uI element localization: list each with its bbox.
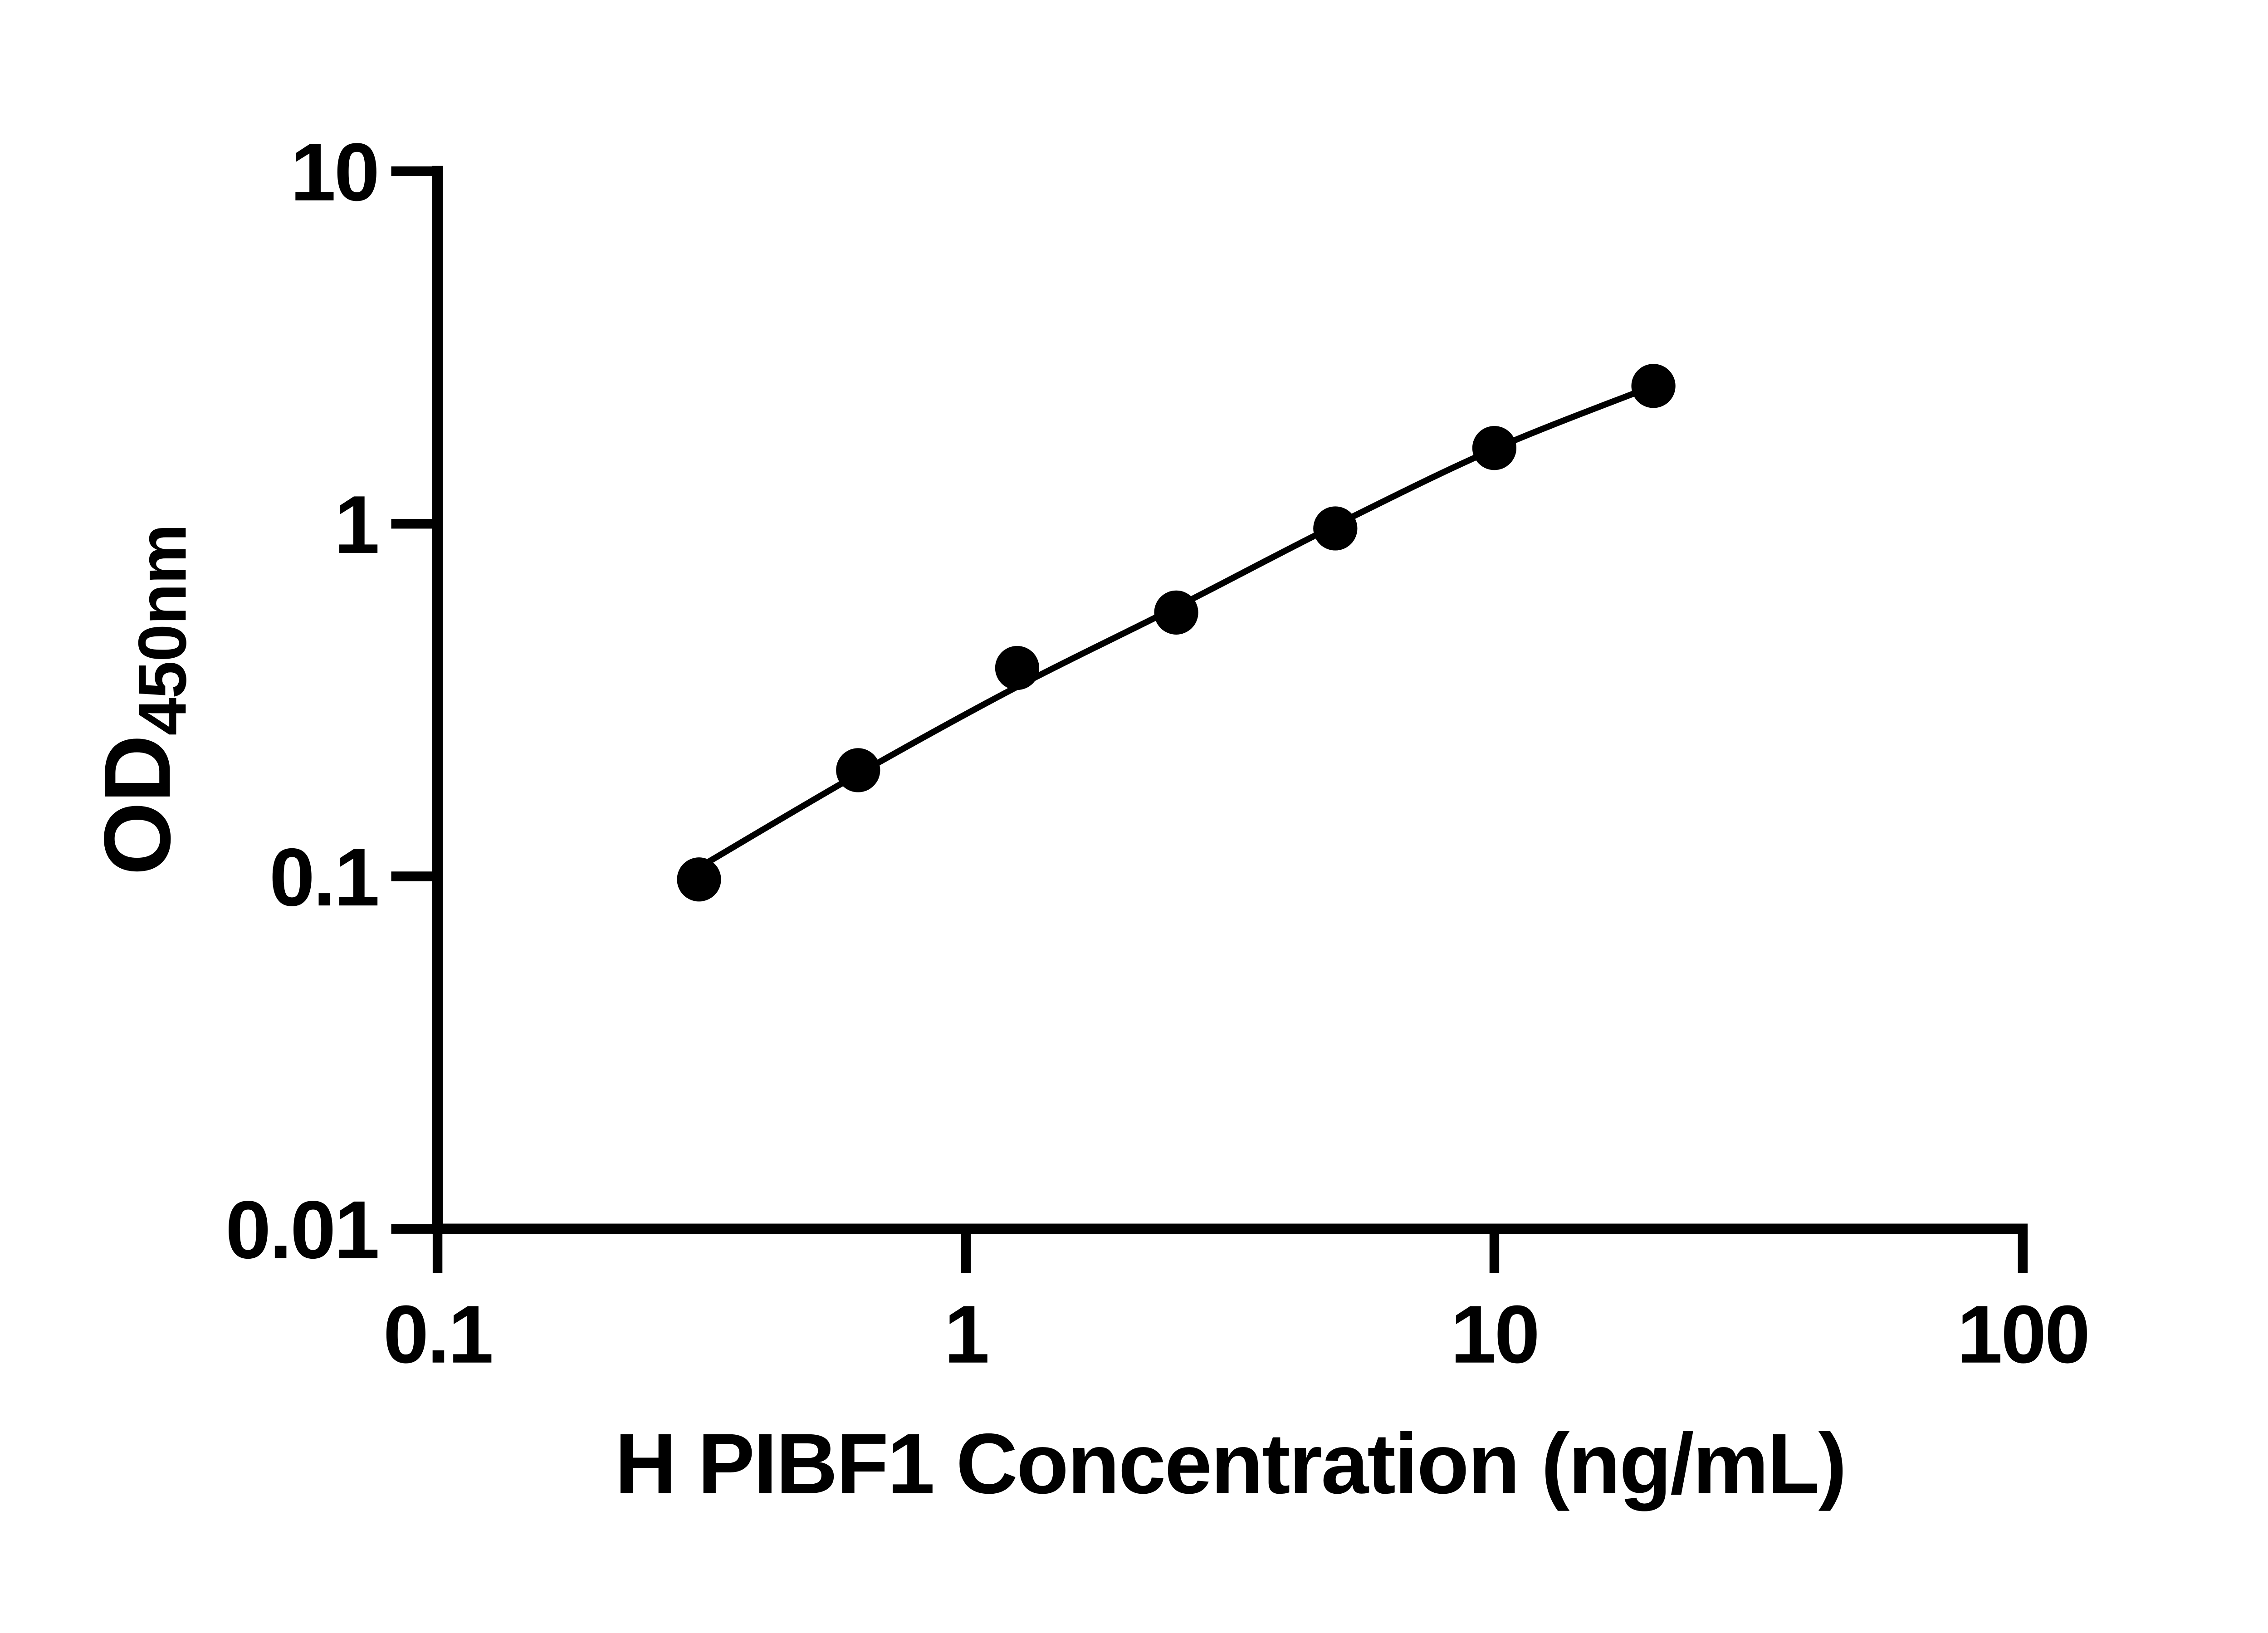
data-point xyxy=(836,748,880,792)
data-point xyxy=(1154,590,1198,635)
data-point xyxy=(995,645,1040,690)
x-axis-ticks xyxy=(432,1229,2028,1273)
data-points-group xyxy=(677,364,1676,902)
x-axis-tick-labels: 0.1 1 10 100 xyxy=(383,1289,2091,1380)
y-tick-label: 10 xyxy=(290,127,378,218)
y-tick-label: 0.01 xyxy=(225,1184,378,1276)
y-tick-label: 1 xyxy=(334,479,378,571)
data-point xyxy=(1631,364,1676,408)
x-tick-label: 0.1 xyxy=(383,1289,492,1380)
data-point xyxy=(1472,426,1517,470)
y-axis-title-main: OD xyxy=(85,736,190,875)
y-axis-ticks xyxy=(391,166,438,1234)
x-axis-title: H PIBF1 Concentration (ng/mL) xyxy=(615,1416,1845,1511)
x-tick-label: 10 xyxy=(1451,1289,1538,1380)
y-tick-label: 0.1 xyxy=(269,831,378,923)
y-axis-title-subscript: 450nm xyxy=(124,525,200,736)
y-axis-tick-labels: 10 1 0.1 0.01 xyxy=(225,127,380,1276)
axis-spine xyxy=(432,166,2028,1234)
x-tick-label: 1 xyxy=(944,1289,988,1380)
x-tick-label: 100 xyxy=(1957,1289,2088,1380)
data-point xyxy=(677,857,721,902)
y-axis-title: OD450nm xyxy=(85,525,200,875)
data-point xyxy=(1313,506,1358,551)
axes-group xyxy=(432,166,2028,1234)
